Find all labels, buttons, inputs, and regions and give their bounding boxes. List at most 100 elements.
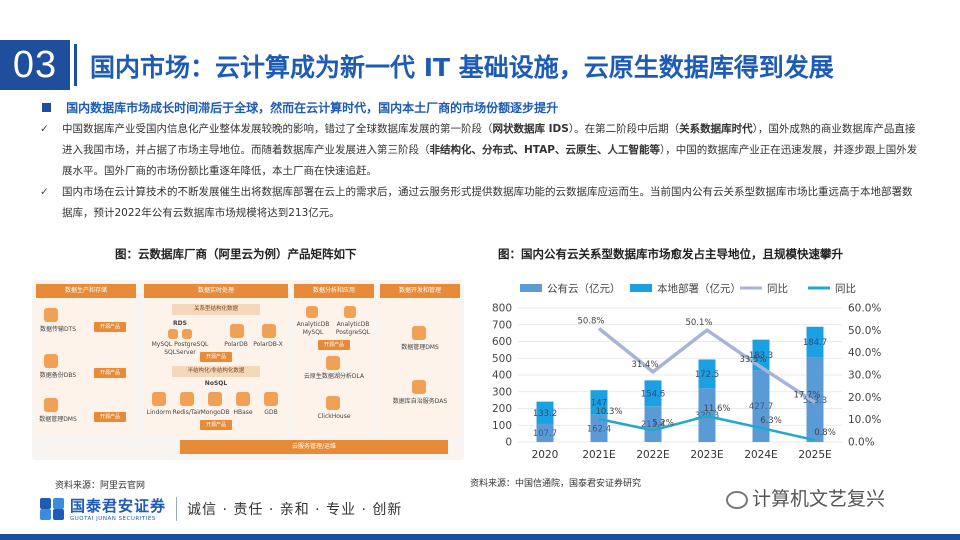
bar-value-label: 184.7 <box>803 338 827 348</box>
bullet-segment: 中国数据库产业受国内信息化产业整体发展较晚的影响，错过了全球数据库发展的第一阶段… <box>62 123 493 135</box>
product-clickhouse: ClickHouse <box>317 413 351 420</box>
bullet-segment: ）。在第二阶段中后期（ <box>568 123 680 135</box>
x-tick-label: 2022E <box>636 449 669 461</box>
matrix-column: 数据开发和管理 数据管理DMS 数据库自治服务DAS <box>380 284 460 435</box>
bullet-emphasis: 非结构化、分布式、HTAP、云原生、人工智能等 <box>429 144 660 156</box>
product-analyticdb-mysql: AnalyticDB MySQL <box>296 321 330 336</box>
y-tick-label: 800 <box>492 303 512 315</box>
line-value-label: 17.7% <box>793 390 820 400</box>
slide-title: 国内市场：云计算成为新一代 IT 基础设施，云原生数据库得到发展 <box>90 53 834 82</box>
bullet-item: ✓ 中国数据库产业受国内信息化产业整体发展较晚的影响，错过了全球数据库发展的第一… <box>40 119 920 182</box>
y-tick-label: 100 <box>492 420 512 432</box>
bar-value-label: 427.7 <box>749 402 773 412</box>
x-tick-label: 2023E <box>690 449 723 461</box>
column-header: 数据分析和应用 <box>294 284 374 298</box>
brand-name-en: GUOTAI JUNAN SECURITIES <box>70 516 156 522</box>
y-tick-label: 500 <box>492 353 512 365</box>
line-value-label: 50.1% <box>685 318 712 328</box>
line-value-label: 6.3% <box>760 416 782 426</box>
product-dbs: 数据备份DBS <box>39 372 77 379</box>
legend-swatch <box>520 284 542 292</box>
x-tick-label: 2020 <box>532 449 559 461</box>
dbs-icon <box>44 354 58 368</box>
rds-label: RDS <box>173 320 187 327</box>
bullet-item: ✓ 国内市场在云计算技术的不断发展催生出将数据库部署在云上的需求后，通过云服务形… <box>40 182 920 224</box>
x-tick-label: 2025E <box>798 449 831 461</box>
postgresql-icon <box>182 329 192 339</box>
cloud-ops-bar: 云服务管理/运维 <box>180 440 448 454</box>
y2-tick-label: 10.0% <box>848 414 881 426</box>
bullet-segment: 国内市场在云计算技术的不断发展催生出将数据库部署在云上的需求后，通过云服务形式提… <box>62 186 913 219</box>
line-value-label: 0.8% <box>814 428 836 438</box>
hbase-icon <box>236 392 250 406</box>
header-divider <box>74 44 77 86</box>
mongodb-icon <box>208 392 222 406</box>
wechat-account: 计算机文艺复兴 <box>752 488 886 510</box>
legend-label: 公有云（亿元） <box>547 282 621 295</box>
y2-tick-label: 50.0% <box>848 325 881 337</box>
open-source-tag: 开源产品 <box>200 352 232 362</box>
column-header: 数据实时处理 <box>144 284 288 298</box>
bar-value-label: 154.6 <box>641 389 665 399</box>
product-das: 数据库自治服务DAS <box>392 398 448 405</box>
bullet-text: 国内市场在云计算技术的不断发展催生出将数据库部署在云上的需求后，通过云服务形式提… <box>62 182 920 224</box>
product-dla: 云原生数据湖分析DLA <box>303 373 365 380</box>
matrix-column: 数据分析和应用 AnalyticDB MySQL AnalyticDB Post… <box>294 284 374 435</box>
line-value-label: 31.4% <box>631 360 658 370</box>
column-header: 数据生产和存储 <box>36 284 136 298</box>
right-figure-caption: 图：国内公有云关系型数据库市场愈发占主导地位，且规模快速攀升 <box>498 247 843 261</box>
dla-icon <box>326 356 340 370</box>
bar-value-label: 107.7 <box>533 429 557 439</box>
bar-public-cloud <box>590 414 608 442</box>
bar-value-label: 133.2 <box>533 409 557 419</box>
dts-icon <box>44 308 58 322</box>
rds-engines: MySQL PostgreSQL SQLServer <box>151 341 209 356</box>
y-tick-label: 700 <box>492 319 512 331</box>
check-icon: ✓ <box>40 123 49 135</box>
product-matrix: 数据生产和存储 数据传输DTS 开源产品 数据备份DBS 开源产品 数据管理DM… <box>32 280 464 460</box>
bar-public-cloud <box>752 370 770 442</box>
company-motto: 诚信 · 责任 · 亲和 · 专业 · 创新 <box>187 501 403 518</box>
y-tick-label: 600 <box>492 336 512 348</box>
matrix-column: 数据生产和存储 数据传输DTS 开源产品 数据备份DBS 开源产品 数据管理DM… <box>36 284 136 435</box>
polardb-icon <box>230 324 244 338</box>
product-dts: 数据传输DTS <box>39 326 77 333</box>
line-value-label: 11.6% <box>703 404 730 414</box>
section-number: 03 <box>0 40 70 90</box>
bar-on-premise <box>644 380 662 407</box>
bar-value-label: 162.4 <box>587 424 611 434</box>
open-source-tag: 开源产品 <box>94 412 126 422</box>
bar-public-cloud <box>536 423 554 442</box>
dms-icon <box>44 398 58 412</box>
product-dms: 数据管理DMS <box>401 344 439 351</box>
left-figure-caption: 图：云数据库厂商（阿里云为例）产品矩阵如下 <box>115 247 357 261</box>
bar-on-premise <box>536 401 554 424</box>
square-bullet-icon <box>42 103 51 112</box>
matrix-column: 数据实时处理 关系型结构化数据 RDS MySQL PostgreSQL SQL… <box>144 284 288 435</box>
nonrelational-group-label: 半结构化/非结构化数据 <box>172 366 260 377</box>
footer-brand: 国泰君安证券 GUOTAI JUNAN SECURITIES 诚信 · 责任 ·… <box>40 495 402 522</box>
open-source-tag: 开源产品 <box>318 340 350 350</box>
footer-divider <box>176 496 178 521</box>
dms-icon <box>412 326 426 340</box>
product-mongodb: MongoDB <box>200 409 230 416</box>
y-tick-label: 400 <box>492 370 512 382</box>
bar-value-label: 147 <box>591 398 607 408</box>
x-tick-label: 2021E <box>582 449 615 461</box>
bar-value-label: 172.5 <box>695 370 719 380</box>
analyticdb-pg-icon <box>344 306 356 318</box>
clickhouse-icon <box>326 396 340 410</box>
polardbx-icon <box>262 324 276 338</box>
legend-label: 同比 <box>835 282 856 295</box>
redis-icon <box>180 392 194 406</box>
bullet-segment: ），中国的数据库产业正在迅速发展，并逐步跟上国外发展水平。国外厂商的市场份额比重… <box>62 144 918 177</box>
relational-group-label: 关系型结构化数据 <box>172 304 260 315</box>
line-value-label: 33.5% <box>739 355 766 365</box>
bar-value-label: 183.3 <box>749 351 773 361</box>
das-icon <box>412 380 426 394</box>
lead-line: 国内数据库市场成长时间滞后于全球，然而在云计算时代，国内本土厂商的市场份额逐步提… <box>40 97 920 116</box>
brand-name-cn: 国泰君安证券 <box>70 497 167 515</box>
product-redis: Redis/Tair <box>172 409 202 416</box>
open-source-tag: 开源产品 <box>94 322 126 332</box>
legend-swatch <box>630 284 652 292</box>
